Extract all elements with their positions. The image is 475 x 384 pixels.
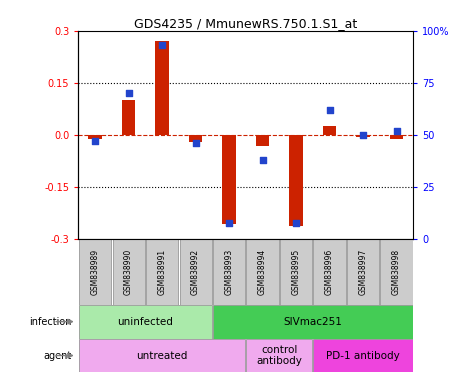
Bar [289,135,303,225]
Bar [347,240,379,305]
Point [91,138,99,144]
Point [225,220,233,226]
Text: untreated: untreated [136,351,188,361]
Point [158,42,166,48]
Text: GSM838995: GSM838995 [292,249,301,295]
Bar [180,240,212,305]
Bar [88,135,102,139]
Bar [79,305,212,339]
Bar [247,339,312,372]
Bar [122,100,135,135]
Text: GSM838993: GSM838993 [225,249,234,295]
Bar [356,135,370,137]
Bar [79,240,111,305]
Title: GDS4235 / MmunewRS.750.1.S1_at: GDS4235 / MmunewRS.750.1.S1_at [134,17,357,30]
Point [326,107,333,113]
Text: control
antibody: control antibody [256,345,302,366]
Bar [256,135,269,146]
Bar [390,135,403,139]
Point [192,140,200,146]
Text: infection: infection [29,316,72,327]
Bar [280,240,312,305]
Bar [155,41,169,135]
Text: agent: agent [43,351,72,361]
Text: uninfected: uninfected [117,316,173,327]
Bar [222,135,236,224]
Bar [146,240,178,305]
Bar [314,240,346,305]
Text: GSM838998: GSM838998 [392,249,401,295]
Text: SIVmac251: SIVmac251 [284,316,342,327]
Point [359,132,367,138]
Bar [247,240,279,305]
Point [125,90,133,96]
Text: GSM838997: GSM838997 [359,249,368,295]
Point [292,220,300,226]
Bar [79,339,245,372]
Bar [113,240,145,305]
Bar [380,240,413,305]
Text: GSM838990: GSM838990 [124,249,133,295]
Text: GSM838992: GSM838992 [191,249,200,295]
Text: GSM838996: GSM838996 [325,249,334,295]
Text: GSM838989: GSM838989 [91,249,100,295]
Bar [213,305,413,339]
Bar [213,240,245,305]
Text: GSM838994: GSM838994 [258,249,267,295]
Bar [314,339,413,372]
Bar [189,135,202,142]
Point [393,128,400,134]
Text: PD-1 antibody: PD-1 antibody [326,351,400,361]
Text: GSM838991: GSM838991 [158,249,167,295]
Point [259,157,266,163]
Bar [323,126,336,135]
